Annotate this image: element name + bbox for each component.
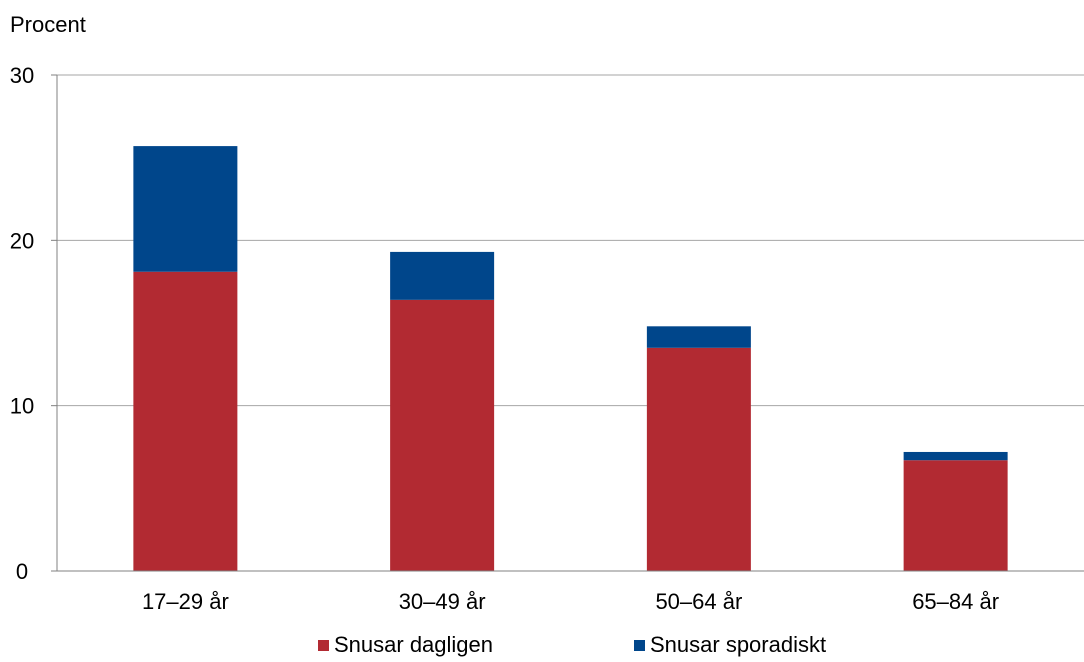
x-tick-label: 65–84 år bbox=[912, 589, 999, 614]
stacked-bar-chart: Procent 0 10 20 30 17–29 år 30–49 år 50–64 år… bbox=[10, 12, 1084, 614]
bar-sporadic bbox=[903, 451, 1008, 461]
legend-label-daily: Snusar dagligen bbox=[334, 632, 494, 657]
legend-label-sporadic: Snusar sporadiskt bbox=[650, 632, 827, 657]
bar-daily bbox=[390, 299, 495, 571]
legend-item-daily: Snusar dagligen bbox=[318, 632, 493, 658]
y-tick-label: 20 bbox=[10, 228, 34, 253]
bar-sporadic bbox=[390, 251, 495, 300]
bar-daily bbox=[646, 347, 751, 571]
x-tick-label: 50–64 år bbox=[655, 589, 742, 614]
bar-daily bbox=[903, 460, 1008, 571]
bar-sporadic bbox=[646, 326, 751, 348]
x-tick-label: 17–29 år bbox=[142, 589, 229, 614]
legend-swatch-sporadic bbox=[634, 639, 645, 651]
bar-daily bbox=[133, 271, 238, 571]
y-tick-labels: 0 10 20 30 bbox=[10, 63, 34, 584]
bars bbox=[133, 146, 1008, 571]
y-tick-label: 10 bbox=[10, 394, 34, 419]
bar-sporadic bbox=[133, 146, 238, 272]
legend-swatch-daily bbox=[318, 639, 329, 651]
y-axis-label: Procent bbox=[10, 12, 86, 37]
x-tick-label: 30–49 år bbox=[399, 589, 486, 614]
y-tick-label: 30 bbox=[10, 63, 34, 88]
axes bbox=[51, 74, 1084, 572]
legend: Snusar dagligen Snusar sporadiskt bbox=[0, 632, 1084, 662]
y-tick-label: 0 bbox=[16, 559, 28, 584]
x-tick-labels: 17–29 år 30–49 år 50–64 år 65–84 år bbox=[142, 589, 999, 614]
legend-item-sporadic: Snusar sporadiskt bbox=[634, 632, 826, 658]
